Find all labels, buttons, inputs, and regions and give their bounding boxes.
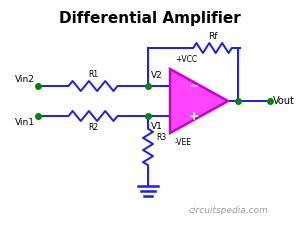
Text: +: + xyxy=(189,110,199,123)
Text: R3: R3 xyxy=(156,133,166,141)
Text: R2: R2 xyxy=(88,123,98,132)
Text: circuitspedia.com: circuitspedia.com xyxy=(188,206,268,215)
Text: Vin1: Vin1 xyxy=(15,118,35,127)
Text: R1: R1 xyxy=(88,70,98,79)
Text: V1: V1 xyxy=(151,122,163,131)
Text: −: − xyxy=(189,79,199,93)
Text: +VCC: +VCC xyxy=(175,55,197,64)
Text: Differential Amplifier: Differential Amplifier xyxy=(59,11,241,26)
Text: Rf: Rf xyxy=(208,32,217,41)
Text: Vout: Vout xyxy=(273,96,295,106)
Text: -VEE: -VEE xyxy=(175,138,192,147)
Text: Vin2: Vin2 xyxy=(15,75,35,84)
Text: V2: V2 xyxy=(151,71,163,80)
Polygon shape xyxy=(170,69,228,133)
